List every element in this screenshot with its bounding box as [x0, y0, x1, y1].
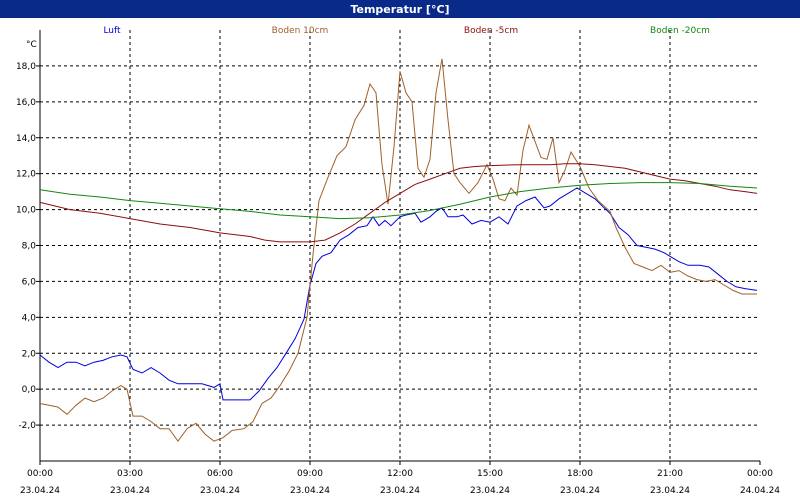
- tick-labels: -2,0 0,0 2,0 4,0 6,0 8,0 10,0 12,0 14,0 16,0 18,0 0…: [16, 40, 780, 496]
- legend-entry-2: Boden -5cm: [464, 26, 518, 36]
- y-tick-label: 16,0: [16, 98, 36, 108]
- x-tick-label-time: 09:00: [297, 469, 323, 479]
- y-tick-label: 2,0: [22, 349, 37, 359]
- y-tick-label: 18,0: [16, 62, 36, 72]
- y-tick-label: -2,0: [18, 421, 36, 431]
- chart-title: Temperatur [°C]: [350, 2, 450, 16]
- series-line-2: [39, 163, 758, 243]
- y-tick-label: 12,0: [16, 170, 36, 180]
- y-tick-label: 10,0: [16, 206, 36, 216]
- x-tick-label-time: 06:00: [207, 469, 233, 479]
- y-tick-label: 0,0: [22, 385, 37, 395]
- x-tick-label-time: 12:00: [387, 469, 413, 479]
- x-tick-label-date: 23.04.24: [470, 486, 510, 496]
- x-tick-label-date: 23.04.24: [560, 486, 600, 496]
- x-tick-label-time: 15:00: [477, 469, 503, 479]
- y-tick-label: 8,0: [22, 242, 37, 252]
- x-tick-label-date: 23.04.24: [290, 486, 330, 496]
- axes: [36, 30, 761, 465]
- legend-entry-0: Luft: [103, 26, 121, 36]
- x-tick-label-time: 00:00: [747, 469, 773, 479]
- x-tick-label-date: 23.04.24: [650, 486, 690, 496]
- x-tick-label-time: 00:00: [27, 469, 53, 479]
- grid: [40, 30, 760, 461]
- legend: Luft Boden 10cm Boden -5cm Boden -20cm: [103, 26, 710, 36]
- y-axis-unit-label: °C: [26, 40, 37, 50]
- legend-entry-3: Boden -20cm: [650, 26, 710, 36]
- x-tick-label-date: 24.04.24: [740, 486, 780, 496]
- x-tick-label-date: 23.04.24: [200, 486, 240, 496]
- chart-title-bar: Temperatur [°C]: [0, 0, 800, 18]
- y-tick-label: 6,0: [22, 277, 37, 287]
- x-tick-label-date: 23.04.24: [20, 486, 60, 496]
- series-lines: [39, 58, 758, 443]
- series-line-3: [39, 182, 758, 220]
- x-tick-label-time: 21:00: [657, 469, 683, 479]
- y-tick-label: 14,0: [16, 134, 36, 144]
- x-tick-label-time: 03:00: [117, 469, 143, 479]
- legend-entry-1: Boden 10cm: [272, 26, 329, 36]
- y-tick-label: 4,0: [22, 313, 37, 323]
- x-tick-label-time: 18:00: [567, 469, 593, 479]
- x-tick-label-date: 23.04.24: [380, 486, 420, 496]
- series-line-1: [39, 58, 757, 443]
- series-line-0: [39, 187, 758, 401]
- x-tick-label-date: 23.04.24: [110, 486, 150, 496]
